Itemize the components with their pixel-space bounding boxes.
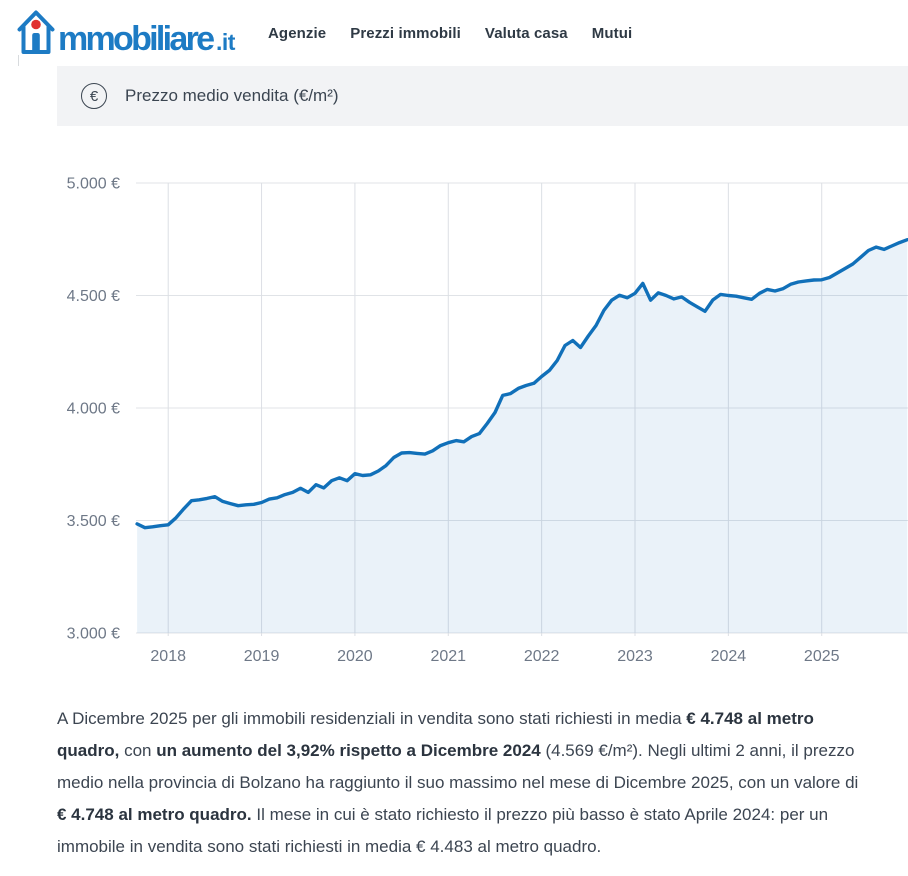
euro-glyph: €: [89, 87, 99, 105]
logo-tld: .it: [216, 29, 236, 55]
x-axis-label: 2022: [524, 648, 560, 665]
summary-text: Il mese in cui è stato richiesto il prez…: [57, 805, 829, 856]
nav-link-mutui[interactable]: Mutui: [591, 24, 633, 42]
y-axis-label: 5.000 €: [67, 176, 120, 193]
y-axis-label: 4.000 €: [67, 401, 120, 418]
immobiliare-logo-svg: mmobiliare .it: [17, 10, 236, 58]
metric-tab-bar[interactable]: € Prezzo medio vendita (€/m²): [57, 66, 908, 126]
price-line[interactable]: [135, 238, 908, 530]
summary-text: (4.569 €/m²). Negli ultimi 2 anni, il pr…: [57, 741, 859, 792]
house-i-icon: [17, 10, 55, 54]
logo-wordmark: mmobiliare: [58, 20, 214, 57]
x-axis-label: 2021: [430, 648, 466, 665]
layout-border-segment: [18, 55, 19, 66]
x-axis-label: 2018: [150, 648, 186, 665]
summary-highlight: € 4.748 al metro quadro,: [57, 709, 814, 760]
y-axis-label: 3.000 €: [67, 626, 120, 643]
y-axis-label: 3.500 €: [67, 513, 120, 530]
summary-text: A Dicembre 2025 per gli immobili residen…: [57, 709, 687, 728]
nav-link-agenzie[interactable]: Agenzie: [268, 24, 327, 42]
metric-tab-label: Prezzo medio vendita (€/m²): [125, 86, 339, 105]
x-axis-label: 2025: [804, 648, 840, 665]
x-axis-label: 2024: [711, 648, 747, 665]
x-axis-label: 2023: [617, 648, 653, 665]
x-axis-label: 2019: [244, 648, 280, 665]
summary-paragraph: A Dicembre 2025 per gli immobili residen…: [57, 703, 863, 863]
nav-link-valuta-casa[interactable]: Valuta casa: [484, 24, 568, 42]
x-axis-label: 2020: [337, 648, 373, 665]
immobiliare-logo[interactable]: mmobiliare .it: [16, 9, 256, 62]
summary-text: con: [119, 741, 157, 760]
price-area: [137, 239, 908, 633]
summary-highlight: € 4.748 al metro quadro.: [57, 805, 252, 824]
top-header: mmobiliare .it Agenzie Prezzi immobili Val…: [0, 0, 908, 66]
main-nav: Agenzie Prezzi immobili Valuta casa Mutui: [268, 0, 632, 66]
summary-highlight: un aumento del 3,92% rispetto a Dicembre…: [156, 741, 541, 760]
nav-link-prezzi-immobili[interactable]: Prezzi immobili: [350, 24, 461, 42]
y-axis-label: 4.500 €: [67, 288, 120, 305]
price-chart[interactable]: 5.000 € 4.500 € 4.000 € 3.500 € 3.000 € 2018 2…: [0, 145, 908, 680]
euro-circle-icon: €: [81, 83, 107, 109]
logo-red-dot: [31, 19, 41, 30]
